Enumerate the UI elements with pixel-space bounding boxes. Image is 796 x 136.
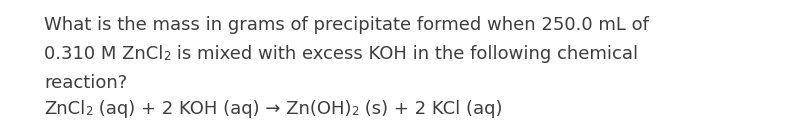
Text: 2: 2 <box>351 105 359 118</box>
Text: 2: 2 <box>85 105 93 118</box>
Text: ZnCl: ZnCl <box>44 100 85 118</box>
Text: (s) + 2 KCl (aq): (s) + 2 KCl (aq) <box>359 100 502 118</box>
Text: What is the mass in grams of precipitate formed when 250.0 mL of: What is the mass in grams of precipitate… <box>44 16 649 34</box>
Text: is mixed with excess KOH in the following chemical: is mixed with excess KOH in the followin… <box>171 45 638 63</box>
Text: reaction?: reaction? <box>44 74 127 92</box>
Text: (aq) + 2 KOH (aq) → Zn(OH): (aq) + 2 KOH (aq) → Zn(OH) <box>93 100 351 118</box>
Text: 0.310 M ZnCl: 0.310 M ZnCl <box>44 45 163 63</box>
Text: 2: 2 <box>163 50 171 63</box>
